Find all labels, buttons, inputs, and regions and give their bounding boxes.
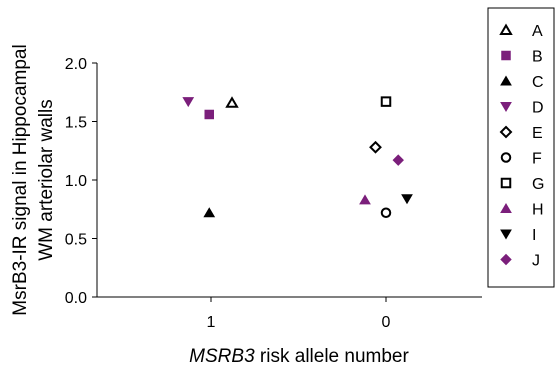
data-point-i [401, 194, 413, 205]
y-axis-title-line1: MsrB3-IR signal in Hippocampal [10, 44, 31, 315]
x-axis-title: MSRB3 risk allele number [189, 346, 409, 367]
data-point-d [182, 97, 195, 108]
legend-box [487, 7, 555, 288]
data-point-a [225, 96, 239, 108]
y-tick-label: 1.5 [65, 115, 87, 132]
legend-marker-f [500, 152, 512, 163]
y-tick-label: 1.0 [65, 173, 87, 190]
data-point-e [369, 140, 382, 154]
legend-marker-b [501, 50, 511, 61]
legend-label-i: I [532, 227, 536, 244]
legend-label-b: B [532, 49, 543, 66]
y-axis-title: MsrB3-IR signal in Hippocampal WM arteri… [10, 44, 57, 315]
y-tick-label: 0.5 [65, 232, 87, 249]
legend-marker-c [500, 75, 512, 86]
legend-label-a: A [532, 23, 543, 40]
data-point-b [204, 109, 214, 120]
y-tick-label: 0.0 [65, 290, 87, 307]
legend-marker-a [499, 23, 513, 35]
legend-marker-e [499, 125, 513, 139]
y-axis-title-line2: WM arteriolar walls [36, 99, 57, 261]
legend-marker-j [500, 253, 512, 266]
x-tick-label: 0 [382, 314, 391, 331]
legend-label-f: F [532, 151, 542, 168]
x-axis-title-italic: MSRB3 [189, 346, 255, 367]
x-tick-label: 1 [207, 314, 216, 331]
data-point-g [380, 96, 392, 107]
legend-label-g: G [532, 176, 544, 193]
data-point-h [359, 194, 371, 205]
data-points [182, 96, 413, 219]
data-point-f [380, 207, 392, 219]
data-point-j [392, 154, 404, 166]
legend-marker-g [500, 177, 512, 189]
y-tick-label: 2.0 [65, 56, 87, 73]
legend-label-h: H [532, 202, 544, 219]
data-point-c [203, 207, 216, 218]
legend-label-c: C [532, 74, 544, 91]
legend-marker-i [500, 229, 512, 240]
legend-label-d: D [532, 100, 544, 117]
axes: 0.0 0.5 1.0 1.5 2.0 1 0 [65, 56, 482, 331]
legend-marker-d [500, 102, 512, 112]
legend-label-j: J [532, 253, 540, 270]
x-axis-title-rest: risk allele number [255, 346, 410, 367]
legend-marker-h [500, 203, 512, 213]
legend-label-e: E [532, 125, 543, 142]
